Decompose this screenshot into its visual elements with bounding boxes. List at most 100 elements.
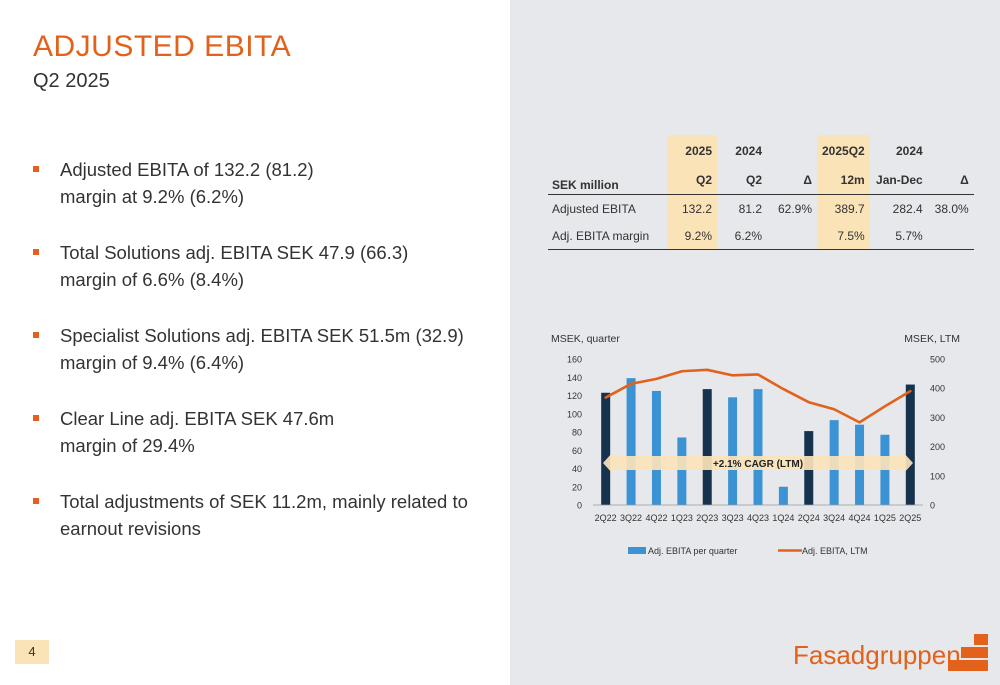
table-header-cell: 2025 [667,135,717,166]
x-tick-label: 3Q23 [722,513,744,523]
y-left-tick-label: 140 [567,373,582,383]
x-tick-label: 1Q25 [874,513,896,523]
y-right-tick-label: 100 [930,471,945,481]
y-right-tick-label: 400 [930,384,945,394]
page-subtitle: Q2 2025 [33,70,110,92]
table-header-cell [928,135,974,166]
y-left-tick-label: 20 [572,482,582,492]
table-cell: 132.2 [667,194,717,222]
table-cell: 62.9% [777,201,812,216]
table-header-cell: 12m [817,166,870,195]
bar [728,397,738,505]
y-right-tick-label: 300 [930,413,945,423]
logo-squares-icon [948,634,988,671]
table-header-cell: Q2 [667,166,717,195]
table-cell: 7.5% [817,222,870,250]
table-header-cell: Δ [767,166,817,195]
table-cell: Adj. EBITA margin [548,222,667,250]
y-left-tick-label: 120 [567,391,582,401]
y-left-tick-label: 100 [567,409,582,419]
table-cell: 5.7% [869,222,928,250]
financial-table: 2025 2024 2025Q2 2024 SEK million Q2 Q2 … [548,135,974,250]
bullet-item: Clear Line adj. EBITA SEK 47.6m margin o… [33,405,493,459]
table-header-cell: SEK million [548,166,667,195]
logo-wordmark: Fasadgruppen [793,640,961,670]
table-row: Adjusted EBITA 132.2 81.2 62.9% 389.7 28… [548,194,974,222]
page-number: 4 [15,640,49,664]
bar [651,390,661,505]
x-tick-label: 4Q23 [747,513,769,523]
legend-label: Adj. EBITA, LTM [802,546,868,556]
x-tick-label: 1Q24 [772,513,794,523]
table-row: Adj. EBITA margin 9.2% 6.2% 7.5% 5.7% [548,222,974,250]
bar [778,486,788,505]
table-header-row: SEK million Q2 Q2 Δ 12m Jan-Dec Δ [548,166,974,195]
x-tick-label: 1Q23 [671,513,693,523]
bullet-text: Clear Line adj. EBITA SEK 47.6m [60,408,335,429]
bullet-text: Specialist Solutions adj. EBITA SEK 51.5… [60,325,464,346]
table-cell [767,222,817,250]
bullet-text: margin of 9.4% (6.4%) [60,352,245,373]
bullet-text: earnout revisions [60,518,201,539]
legend-label: Adj. EBITA per quarter [648,546,737,556]
table-cell: 9.2% [667,222,717,250]
bullet-marker [33,498,39,504]
ebita-chart: MSEK, quarter MSEK, LTM 0 20 40 60 80 100 120 140… [551,333,960,556]
bullet-marker [33,249,39,255]
x-tick-label: 3Q24 [823,513,845,523]
y-right-tick-label: 200 [930,442,945,452]
cagr-annotation: +2.1% CAGR (LTM) [713,459,803,470]
y-left-tick-label: 160 [567,355,582,365]
table-header-cell: 2025Q2 [817,135,870,166]
page-title: ADJUSTED EBITA [33,30,292,63]
bullet-text: margin of 29.4% [60,435,195,456]
x-tick-label: 2Q24 [798,513,820,523]
bar [905,384,915,505]
x-tick-label: 2Q23 [696,513,718,523]
bar [626,378,636,505]
bullet-marker [33,166,39,172]
bar [677,437,687,505]
bar [753,389,763,505]
bullet-marker [33,332,39,338]
bullet-text: margin of 6.6% (8.4%) [60,269,245,290]
table-header-cell: Jan-Dec [869,166,928,195]
bullet-item: Total Solutions adj. EBITA SEK 47.9 (66.… [33,239,493,293]
bullet-item: Specialist Solutions adj. EBITA SEK 51.5… [33,322,493,376]
x-tick-label: 4Q24 [849,513,871,523]
table-cell [927,222,974,250]
y-axis-right-title: MSEK, LTM [904,333,960,345]
bullet-text: Adjusted EBITA of 132.2 (81.2) [60,159,314,180]
table-header-cell: Δ [927,166,974,195]
ltm-line [604,368,912,424]
table-header-cell: 2024 [735,143,762,158]
y-axis-left-title: MSEK, quarter [551,333,620,345]
y-left-tick-label: 0 [577,501,582,511]
bullet-list: Adjusted EBITA of 132.2 (81.2) margin at… [33,156,493,571]
bullet-marker [33,415,39,421]
table-cell: Adjusted EBITA [552,201,636,216]
bullet-text: Total adjustments of SEK 11.2m, mainly r… [60,491,468,512]
bar [601,392,611,505]
right-panel [510,0,1000,685]
legend-bar-swatch [628,547,646,554]
table-cell: 81.2 [738,201,762,216]
x-tick-label: 2Q25 [899,513,921,523]
table-header-cell: 2024 [896,143,923,158]
table-cell: 282.4 [892,201,923,216]
table-header-row: 2025 2024 2025Q2 2024 [548,135,974,166]
bullet-text: Total Solutions adj. EBITA SEK 47.9 (66.… [60,242,409,263]
cagr-arrow [603,452,913,474]
x-tick-label: 2Q22 [595,513,617,523]
table-header-cell [548,135,667,166]
table-cell: 38.0% [934,201,969,216]
table-header-cell [767,135,817,166]
bullet-item: Adjusted EBITA of 132.2 (81.2) margin at… [33,156,493,210]
table-cell: 389.7 [817,194,870,222]
y-right-tick-label: 500 [930,355,945,365]
bar [702,389,712,505]
y-left-tick-label: 60 [572,446,582,456]
y-right-tick-label: 0 [930,501,935,511]
bullet-item: Total adjustments of SEK 11.2m, mainly r… [33,488,493,542]
table-cell: 6.2% [717,222,767,250]
